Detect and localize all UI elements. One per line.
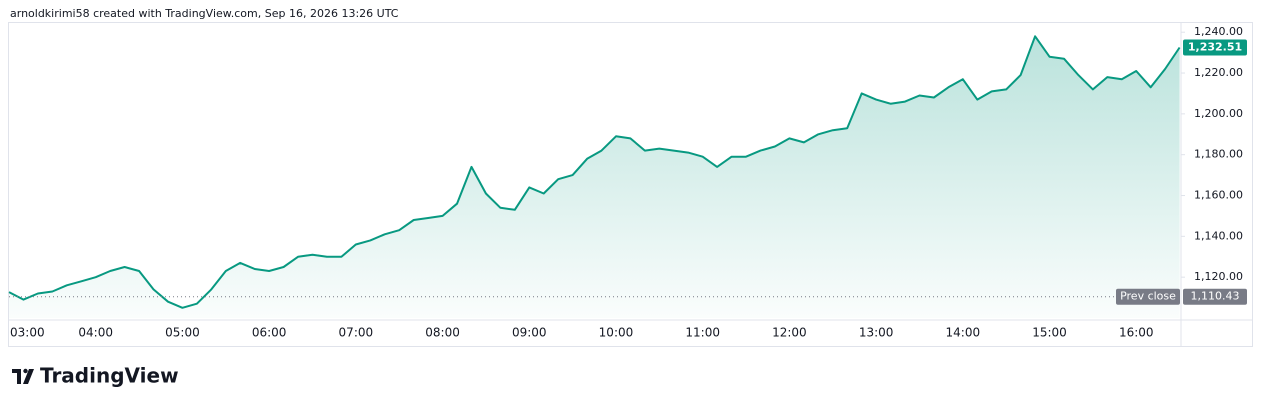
x-tick-label: 03:00 [10,326,45,340]
x-tick-label: 05:00 [165,326,200,340]
chart-frame [8,22,1253,347]
last-price-label: 1,232.51 [1188,40,1242,53]
x-tick-label: 04:00 [78,326,113,340]
x-tick-label: 07:00 [339,326,374,340]
x-tick-label: 13:00 [859,326,894,340]
y-tick-label: 1,140.00 [1194,229,1243,242]
x-tick-label: 10:00 [599,326,634,340]
brand-logo [12,368,34,384]
x-tick-label: 09:00 [512,326,547,340]
price-line [8,35,1181,309]
price-area [9,36,1180,319]
x-tick-label: 14:00 [946,326,981,340]
x-tick-label: 15:00 [1032,326,1067,340]
y-tick-label: 1,180.00 [1194,148,1243,161]
y-tick-label: 1,160.00 [1194,189,1243,202]
prev-close-value: 1,110.43 [1191,290,1240,303]
y-tick-label: 1,200.00 [1194,107,1243,120]
x-tick-label: 06:00 [252,326,287,340]
prev-close-name: Prev close [1120,290,1176,303]
brand-name: TradingView [40,364,179,388]
prev-close-value-tag [1183,288,1247,305]
x-tick-label: 16:00 [1119,326,1154,340]
y-tick-label: 1,240.00 [1194,25,1243,38]
last-price-tag [1183,39,1247,56]
y-tick-label: 1,220.00 [1194,66,1243,79]
header-text: arnoldkirimi58 created with TradingView.… [10,7,399,20]
x-tick-label: 11:00 [685,326,720,340]
x-tick-label: 12:00 [772,326,807,340]
x-tick-label: 08:00 [425,326,460,340]
y-tick-label: 1,120.00 [1194,270,1243,283]
prev-close-tag [1116,288,1180,305]
